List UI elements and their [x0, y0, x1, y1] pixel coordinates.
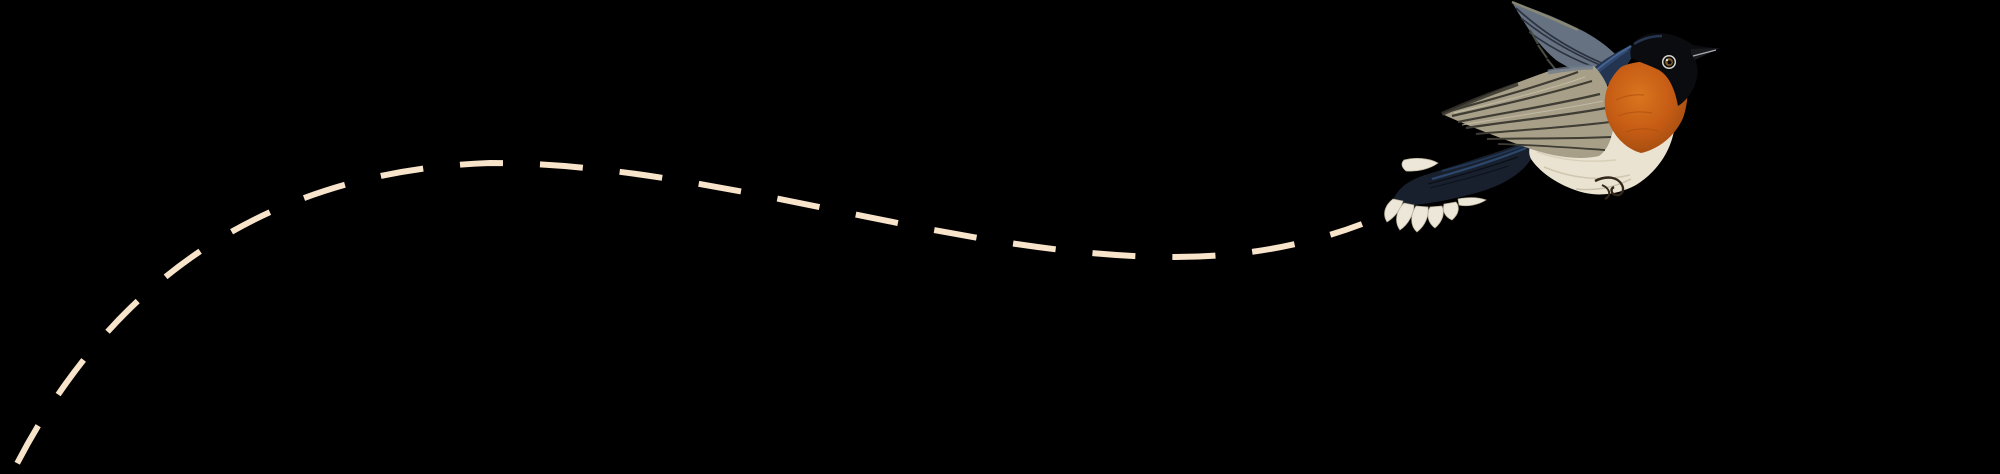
bird-illustration — [1384, 0, 1720, 233]
belly-shading-3 — [1575, 178, 1632, 191]
tail-white-tips — [1384, 157, 1487, 233]
bird-eye — [1661, 54, 1677, 70]
wing-tip-dark — [1441, 82, 1519, 116]
tail-feather-line-2 — [1429, 165, 1509, 189]
foot-front — [1594, 176, 1625, 197]
beak-edge-line — [1692, 49, 1717, 57]
wing-covert-blue — [1547, 64, 1594, 75]
eye-pupil — [1667, 60, 1672, 65]
raised-wing-light-edge — [1511, 0, 1579, 32]
belly-shading — [1543, 166, 1631, 180]
breast-texture — [1615, 94, 1659, 133]
foot-back — [1601, 184, 1611, 200]
bird-beak — [1690, 48, 1720, 60]
eye-glint — [1665, 58, 1669, 62]
belly-shading-2 — [1536, 151, 1617, 162]
flight-path — [8, 159, 1364, 474]
wing-feather-lines — [1449, 70, 1612, 151]
wing-light-shafts — [1453, 76, 1604, 126]
wing-shape — [1442, 66, 1614, 158]
raised-wing-shape — [1512, 2, 1627, 80]
bird-raised-wing — [1511, 0, 1627, 80]
tail-feather-line — [1427, 156, 1519, 185]
tail-shape — [1392, 138, 1537, 206]
tail-sheen — [1431, 146, 1527, 181]
bird-tail — [1384, 138, 1537, 233]
breast-shape — [1604, 61, 1688, 153]
bird-wing — [1441, 64, 1614, 158]
raised-wing-notches — [1529, 29, 1557, 71]
crown-sheen — [1633, 34, 1663, 46]
bird-feet — [1594, 176, 1625, 200]
bird-breast — [1604, 61, 1688, 153]
